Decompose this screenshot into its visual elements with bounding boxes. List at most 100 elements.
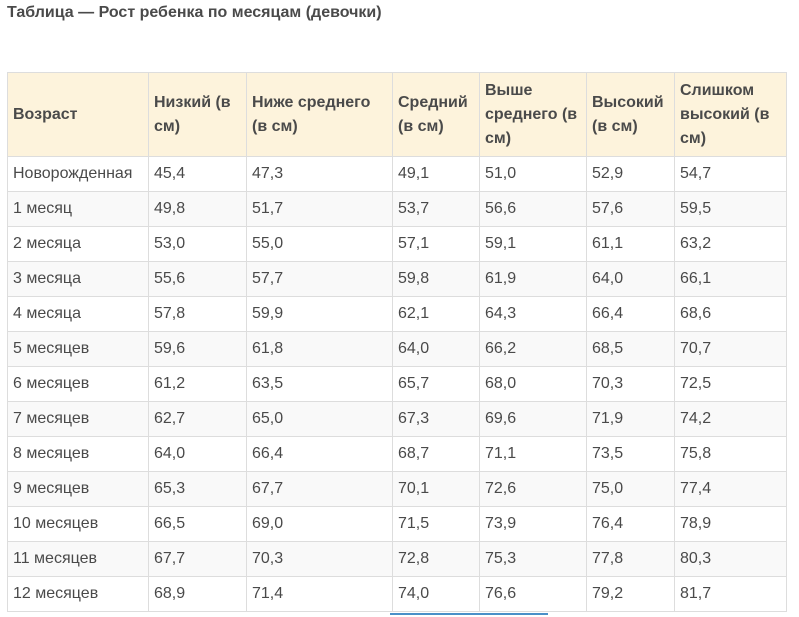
cell-below-average: 51,7 — [246, 191, 393, 227]
cell-low: 59,6 — [148, 331, 247, 367]
page-title: Таблица — Рост ребенка по месяцам (девоч… — [7, 4, 382, 21]
table-row: 9 месяцев 65,3 67,7 70,1 72,6 75,0 77,4 — [7, 471, 787, 507]
table-row: 12 месяцев 68,9 71,4 74,0 76,6 79,2 81,7 — [7, 576, 787, 612]
cell-below-average: 66,4 — [246, 436, 393, 472]
header-age: Возраст — [7, 72, 149, 157]
table-row: 8 месяцев 64,0 66,4 68,7 71,1 73,5 75,8 — [7, 436, 787, 472]
cell-age: 12 месяцев — [7, 576, 149, 612]
cell-age: 9 месяцев — [7, 471, 149, 507]
cell-age: 3 месяца — [7, 261, 149, 297]
cell-age: 10 месяцев — [7, 506, 149, 542]
cell-too-high: 75,8 — [674, 436, 787, 472]
cell-high: 75,0 — [586, 471, 675, 507]
cell-low: 67,7 — [148, 541, 247, 577]
cell-above-average: 59,1 — [479, 226, 587, 262]
table-row: 5 месяцев 59,6 61,8 64,0 66,2 68,5 70,7 — [7, 331, 787, 367]
horizontal-scrollbar[interactable] — [390, 613, 548, 615]
cell-too-high: 80,3 — [674, 541, 787, 577]
cell-high: 70,3 — [586, 366, 675, 402]
cell-above-average: 51,0 — [479, 156, 587, 192]
cell-average: 68,7 — [392, 436, 480, 472]
cell-high: 77,8 — [586, 541, 675, 577]
cell-low: 61,2 — [148, 366, 247, 402]
cell-high: 57,6 — [586, 191, 675, 227]
cell-low: 45,4 — [148, 156, 247, 192]
cell-above-average: 72,6 — [479, 471, 587, 507]
cell-low: 64,0 — [148, 436, 247, 472]
cell-low: 62,7 — [148, 401, 247, 437]
cell-high: 64,0 — [586, 261, 675, 297]
cell-age: 8 месяцев — [7, 436, 149, 472]
cell-above-average: 69,6 — [479, 401, 587, 437]
cell-high: 52,9 — [586, 156, 675, 192]
table-row: 10 месяцев 66,5 69,0 71,5 73,9 76,4 78,9 — [7, 506, 787, 542]
cell-high: 68,5 — [586, 331, 675, 367]
cell-average: 49,1 — [392, 156, 480, 192]
cell-low: 49,8 — [148, 191, 247, 227]
table-row: 3 месяца 55,6 57,7 59,8 61,9 64,0 66,1 — [7, 261, 787, 297]
cell-age: 5 месяцев — [7, 331, 149, 367]
cell-average: 57,1 — [392, 226, 480, 262]
cell-average: 67,3 — [392, 401, 480, 437]
cell-high: 79,2 — [586, 576, 675, 612]
cell-age: 2 месяца — [7, 226, 149, 262]
cell-below-average: 63,5 — [246, 366, 393, 402]
cell-high: 66,4 — [586, 296, 675, 332]
cell-average: 53,7 — [392, 191, 480, 227]
cell-age: 4 месяца — [7, 296, 149, 332]
cell-low: 66,5 — [148, 506, 247, 542]
cell-too-high: 74,2 — [674, 401, 787, 437]
header-average: Средний (в см) — [392, 72, 480, 157]
cell-high: 76,4 — [586, 506, 675, 542]
cell-below-average: 61,8 — [246, 331, 393, 367]
cell-high: 61,1 — [586, 226, 675, 262]
header-too-high: Слишком высокий (в см) — [674, 72, 787, 157]
cell-low: 57,8 — [148, 296, 247, 332]
growth-table-container: Возраст Низкий (в см) Ниже среднего (в с… — [7, 72, 787, 612]
cell-below-average: 47,3 — [246, 156, 393, 192]
cell-high: 73,5 — [586, 436, 675, 472]
table-row: Новорожденная 45,4 47,3 49,1 51,0 52,9 54,7 — [7, 156, 787, 192]
table-row: 7 месяцев 62,7 65,0 67,3 69,6 71,9 74,2 — [7, 401, 787, 437]
cell-age: 6 месяцев — [7, 366, 149, 402]
cell-below-average: 69,0 — [246, 506, 393, 542]
cell-too-high: 70,7 — [674, 331, 787, 367]
cell-low: 53,0 — [148, 226, 247, 262]
cell-too-high: 59,5 — [674, 191, 787, 227]
cell-average: 62,1 — [392, 296, 480, 332]
growth-table: Возраст Низкий (в см) Ниже среднего (в с… — [7, 72, 787, 612]
cell-below-average: 71,4 — [246, 576, 393, 612]
cell-average: 65,7 — [392, 366, 480, 402]
cell-below-average: 65,0 — [246, 401, 393, 437]
cell-age: 7 месяцев — [7, 401, 149, 437]
cell-low: 65,3 — [148, 471, 247, 507]
cell-age: 1 месяц — [7, 191, 149, 227]
table-header: Возраст Низкий (в см) Ниже среднего (в с… — [7, 72, 787, 157]
table-row: 6 месяцев 61,2 63,5 65,7 68,0 70,3 72,5 — [7, 366, 787, 402]
cell-below-average: 55,0 — [246, 226, 393, 262]
cell-above-average: 56,6 — [479, 191, 587, 227]
cell-below-average: 67,7 — [246, 471, 393, 507]
table-row: 2 месяца 53,0 55,0 57,1 59,1 61,1 63,2 — [7, 226, 787, 262]
header-row: Возраст Низкий (в см) Ниже среднего (в с… — [7, 72, 787, 157]
cell-too-high: 54,7 — [674, 156, 787, 192]
cell-age: Новорожденная — [7, 156, 149, 192]
cell-high: 71,9 — [586, 401, 675, 437]
cell-above-average: 75,3 — [479, 541, 587, 577]
table-row: 11 месяцев 67,7 70,3 72,8 75,3 77,8 80,3 — [7, 541, 787, 577]
cell-too-high: 78,9 — [674, 506, 787, 542]
cell-average: 59,8 — [392, 261, 480, 297]
cell-above-average: 76,6 — [479, 576, 587, 612]
cell-low: 68,9 — [148, 576, 247, 612]
header-above-average: Выше среднего (в см) — [479, 72, 587, 157]
cell-average: 71,5 — [392, 506, 480, 542]
cell-above-average: 73,9 — [479, 506, 587, 542]
cell-too-high: 66,1 — [674, 261, 787, 297]
cell-above-average: 61,9 — [479, 261, 587, 297]
cell-above-average: 64,3 — [479, 296, 587, 332]
header-high: Высокий (в см) — [586, 72, 675, 157]
cell-too-high: 72,5 — [674, 366, 787, 402]
cell-below-average: 70,3 — [246, 541, 393, 577]
cell-below-average: 57,7 — [246, 261, 393, 297]
cell-too-high: 63,2 — [674, 226, 787, 262]
